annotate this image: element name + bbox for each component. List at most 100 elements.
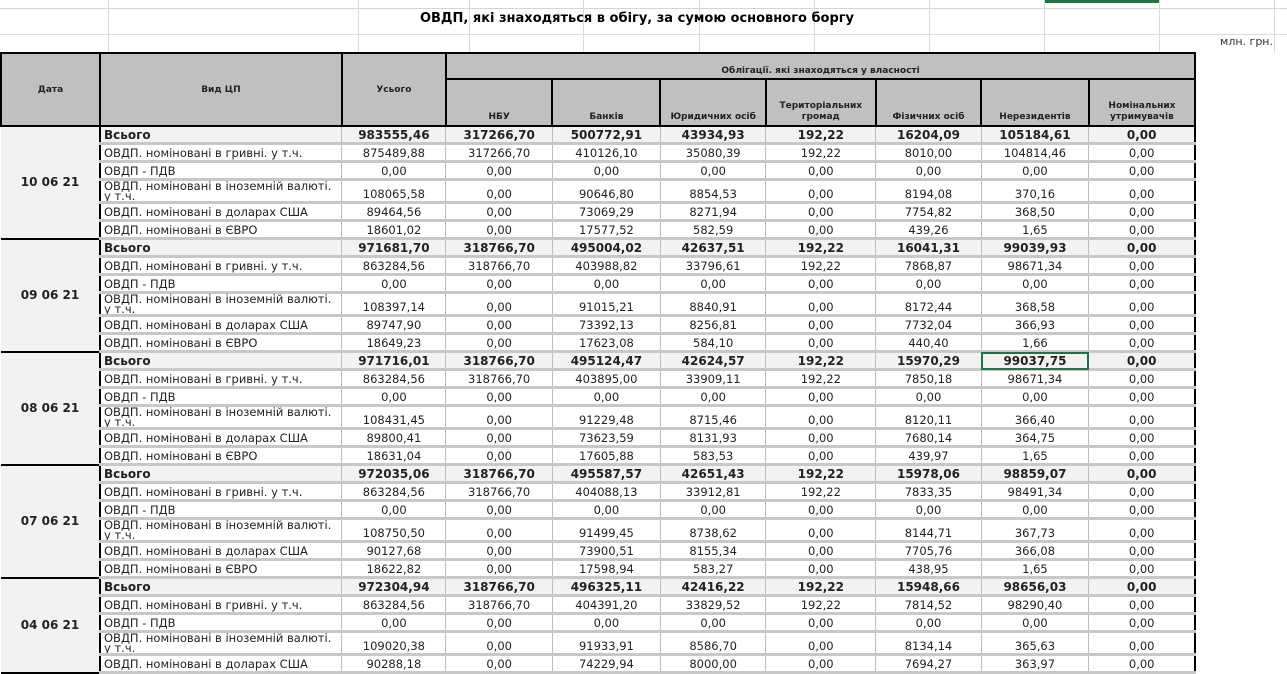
value-cell[interactable]: 42416,22 xyxy=(659,576,767,597)
row-label-cell[interactable]: ОВДП. номіновані в іноземній валюті. у т… xyxy=(99,405,343,430)
value-cell[interactable]: 108397,14 xyxy=(341,292,447,317)
value-cell[interactable]: 0,00 xyxy=(765,631,877,656)
value-cell[interactable]: 0,00 xyxy=(1088,541,1197,561)
value-cell[interactable]: 192,22 xyxy=(765,595,877,615)
value-cell[interactable]: 0,00 xyxy=(765,559,877,579)
value-cell[interactable]: 0,00 xyxy=(1088,125,1197,145)
value-cell[interactable]: 0,00 xyxy=(765,202,877,222)
value-cell[interactable]: 0,00 xyxy=(551,161,661,181)
value-cell[interactable]: 0,00 xyxy=(445,500,553,520)
value-cell[interactable]: 17623,08 xyxy=(551,333,661,353)
value-cell[interactable]: 0,00 xyxy=(1088,292,1197,317)
header-nonresidents[interactable]: Нерезидентів xyxy=(980,78,1090,127)
value-cell[interactable]: 89747,90 xyxy=(341,315,447,335)
value-cell[interactable]: 108431,45 xyxy=(341,405,447,430)
value-cell[interactable]: 18622,82 xyxy=(341,559,447,579)
value-cell[interactable]: 0,00 xyxy=(445,161,553,181)
value-cell[interactable]: 0,00 xyxy=(1088,482,1197,502)
row-label-cell[interactable]: ОВДП. номіновані в доларах США xyxy=(99,541,343,561)
value-cell[interactable]: 8120,11 xyxy=(875,405,982,430)
value-cell[interactable]: 318766,70 xyxy=(445,576,553,597)
value-cell[interactable]: 99037,75 xyxy=(980,350,1090,371)
value-cell[interactable]: 0,00 xyxy=(980,613,1090,633)
value-cell[interactable]: 42637,51 xyxy=(659,237,767,258)
value-cell[interactable]: 0,00 xyxy=(1088,654,1197,674)
value-cell[interactable]: 17598,94 xyxy=(551,559,661,579)
value-cell[interactable]: 875489,88 xyxy=(341,143,447,163)
value-cell[interactable]: 8586,70 xyxy=(659,631,767,656)
value-cell[interactable]: 18601,02 xyxy=(341,220,447,240)
value-cell[interactable]: 18649,23 xyxy=(341,333,447,353)
value-cell[interactable]: 863284,56 xyxy=(341,256,447,276)
row-label-cell[interactable]: ОВДП. номіновані в доларах США xyxy=(99,428,343,448)
header-legal-entities[interactable]: Юридичних осіб xyxy=(659,78,767,127)
value-cell[interactable]: 0,00 xyxy=(1088,333,1197,353)
value-cell[interactable]: 0,00 xyxy=(445,405,553,430)
value-cell[interactable]: 89464,56 xyxy=(341,202,447,222)
value-cell[interactable]: 7694,27 xyxy=(875,654,982,674)
value-cell[interactable]: 7680,14 xyxy=(875,428,982,448)
value-cell[interactable]: 17605,88 xyxy=(551,446,661,466)
row-label-cell[interactable]: ОВДП. номіновані в гривні. у т.ч. xyxy=(99,143,343,163)
value-cell[interactable]: 0,00 xyxy=(1088,576,1197,597)
value-cell[interactable]: 0,00 xyxy=(445,315,553,335)
value-cell[interactable]: 0,00 xyxy=(659,387,767,407)
value-cell[interactable]: 8134,14 xyxy=(875,631,982,656)
row-label-cell[interactable]: Всього xyxy=(99,350,343,371)
row-label-cell[interactable]: ОВДП. номіновані в гривні. у т.ч. xyxy=(99,256,343,276)
value-cell[interactable]: 318766,70 xyxy=(445,369,553,389)
value-cell[interactable]: 0,00 xyxy=(341,613,447,633)
value-cell[interactable]: 104814,46 xyxy=(980,143,1090,163)
value-cell[interactable]: 0,00 xyxy=(765,541,877,561)
value-cell[interactable]: 7754,82 xyxy=(875,202,982,222)
value-cell[interactable]: 971681,70 xyxy=(341,237,447,258)
value-cell[interactable]: 8010,00 xyxy=(875,143,982,163)
value-cell[interactable]: 0,00 xyxy=(445,654,553,674)
value-cell[interactable]: 0,00 xyxy=(341,500,447,520)
value-cell[interactable]: 0,00 xyxy=(659,500,767,520)
value-cell[interactable]: 192,22 xyxy=(765,350,877,371)
value-cell[interactable]: 0,00 xyxy=(445,613,553,633)
header-territorial-communities[interactable]: Територіальних громад xyxy=(764,78,877,127)
header-date[interactable]: Дата xyxy=(0,52,101,127)
value-cell[interactable]: 0,00 xyxy=(445,387,553,407)
value-cell[interactable]: 0,00 xyxy=(1088,315,1197,335)
value-cell[interactable]: 0,00 xyxy=(875,500,982,520)
row-label-cell[interactable]: ОВДП. номіновані в іноземній валюті. у т… xyxy=(99,179,343,204)
value-cell[interactable]: 0,00 xyxy=(1088,256,1197,276)
value-cell[interactable]: 0,00 xyxy=(765,161,877,181)
value-cell[interactable]: 7850,18 xyxy=(875,369,982,389)
row-label-cell[interactable]: Всього xyxy=(99,237,343,258)
value-cell[interactable]: 368,58 xyxy=(980,292,1090,317)
value-cell[interactable]: 0,00 xyxy=(875,274,982,294)
value-cell[interactable]: 0,00 xyxy=(1088,595,1197,615)
value-cell[interactable]: 89800,41 xyxy=(341,428,447,448)
value-cell[interactable]: 317266,70 xyxy=(445,125,553,145)
value-cell[interactable]: 91499,45 xyxy=(551,518,661,543)
value-cell[interactable]: 440,40 xyxy=(875,333,982,353)
value-cell[interactable]: 8172,44 xyxy=(875,292,982,317)
value-cell[interactable]: 7833,35 xyxy=(875,482,982,502)
value-cell[interactable]: 35080,39 xyxy=(659,143,767,163)
value-cell[interactable]: 1,65 xyxy=(980,446,1090,466)
value-cell[interactable]: 192,22 xyxy=(765,463,877,484)
value-cell[interactable]: 91933,91 xyxy=(551,631,661,656)
value-cell[interactable]: 0,00 xyxy=(765,220,877,240)
value-cell[interactable]: 972035,06 xyxy=(341,463,447,484)
value-cell[interactable]: 98859,07 xyxy=(980,463,1090,484)
value-cell[interactable]: 0,00 xyxy=(341,387,447,407)
value-cell[interactable]: 109020,38 xyxy=(341,631,447,656)
value-cell[interactable]: 370,16 xyxy=(980,179,1090,204)
value-cell[interactable]: 0,00 xyxy=(765,613,877,633)
value-cell[interactable]: 0,00 xyxy=(1088,405,1197,430)
value-cell[interactable]: 33912,81 xyxy=(659,482,767,502)
value-cell[interactable]: 365,63 xyxy=(980,631,1090,656)
value-cell[interactable]: 0,00 xyxy=(1088,446,1197,466)
header-total[interactable]: Усього xyxy=(340,52,447,127)
value-cell[interactable]: 192,22 xyxy=(765,143,877,163)
value-cell[interactable]: 0,00 xyxy=(765,654,877,674)
row-label-cell[interactable]: ОВДП. номіновані в іноземній валюті. у т… xyxy=(99,292,343,317)
value-cell[interactable]: 0,00 xyxy=(445,446,553,466)
value-cell[interactable]: 366,93 xyxy=(980,315,1090,335)
value-cell[interactable]: 91229,48 xyxy=(551,405,661,430)
